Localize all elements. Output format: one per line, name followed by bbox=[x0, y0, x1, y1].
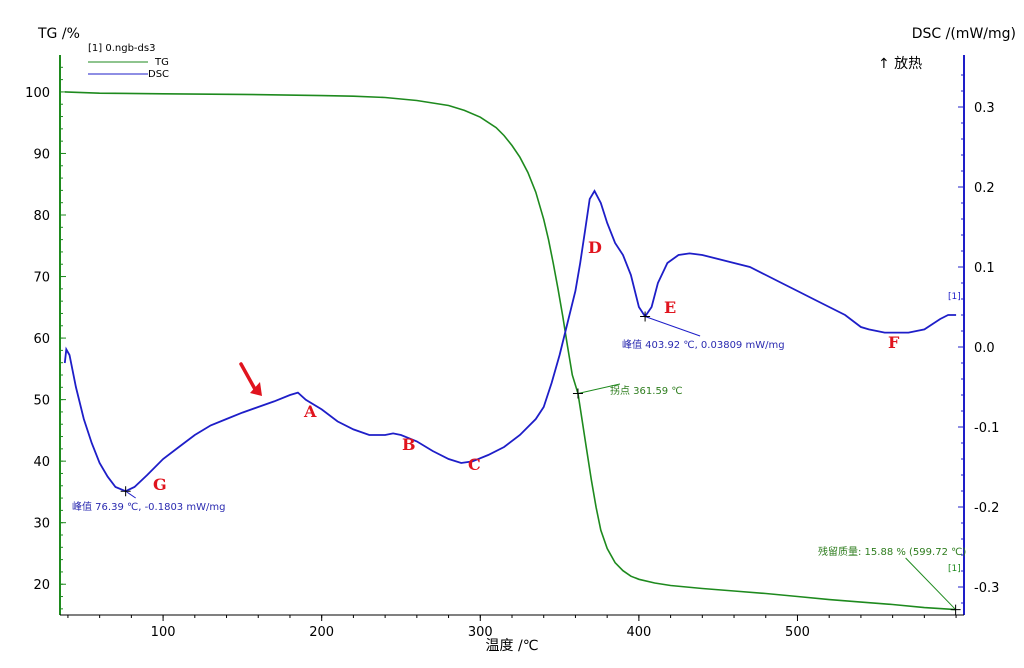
letter-e: E bbox=[664, 298, 676, 317]
x-tick-label: 200 bbox=[309, 625, 334, 640]
right-y-tick-label: -0.3 bbox=[974, 581, 999, 596]
residual-leader bbox=[905, 557, 956, 610]
right-y-tick-label: -0.2 bbox=[974, 501, 999, 516]
legend-tg-label: TG bbox=[154, 57, 169, 68]
peak-g-marker bbox=[120, 486, 131, 497]
letter-markers: A B C D E F G bbox=[153, 238, 900, 494]
residual-marker bbox=[950, 604, 961, 615]
tg-series-line bbox=[64, 91, 956, 611]
dsc-end-tag: [1] bbox=[948, 292, 961, 302]
left-y-ticks: 100 90 80 70 60 50 40 30 20 bbox=[25, 86, 50, 593]
left-y-tick-label: 20 bbox=[33, 578, 50, 593]
letter-c: C bbox=[468, 455, 481, 474]
peak-e-annotation: 峰值 403.92 ℃, 0.03809 mW/mg bbox=[622, 338, 785, 351]
dsc-series-line bbox=[63, 189, 957, 493]
letter-f: F bbox=[888, 333, 900, 352]
left-y-tick-label: 30 bbox=[33, 517, 50, 532]
right-y-tick-label: 0.3 bbox=[974, 101, 995, 116]
left-y-tick-label: 80 bbox=[33, 209, 50, 224]
left-y-tick-label: 70 bbox=[33, 271, 50, 286]
right-y-tick-label: 0.1 bbox=[974, 261, 995, 276]
peak-g-leader bbox=[125, 490, 136, 499]
right-y-ticks: 0.3 0.2 0.1 0.0 -0.1 -0.2 -0.3 bbox=[974, 101, 999, 596]
axes bbox=[59, 55, 965, 616]
right-y-tick-label: -0.1 bbox=[974, 421, 999, 436]
legend-file: [1] 0.ngb-ds3 bbox=[88, 43, 155, 54]
letter-b: B bbox=[402, 435, 416, 454]
red-arrow-icon bbox=[239, 362, 262, 396]
residual-annotation: 残留质量: 15.88 % (599.72 ℃) bbox=[818, 545, 966, 558]
x-tick-label: 500 bbox=[785, 625, 810, 640]
right-axis-title: DSC /(mW/mg) bbox=[912, 26, 1016, 42]
x-tick-label: 100 bbox=[151, 625, 176, 640]
legend-dsc-label: DSC bbox=[148, 69, 169, 80]
left-axis-title: TG /% bbox=[37, 26, 80, 42]
letter-g: G bbox=[153, 475, 167, 494]
x-axis-title: 温度 /℃ bbox=[486, 638, 539, 654]
x-tick-label: 400 bbox=[626, 625, 651, 640]
inflection-leader bbox=[577, 383, 621, 394]
letter-d: D bbox=[588, 238, 602, 257]
x-tick-label: 300 bbox=[468, 625, 493, 640]
tg-end-tag: [1] bbox=[948, 564, 961, 574]
exo-label: ↑ 放热 bbox=[878, 56, 922, 72]
letter-a: A bbox=[303, 402, 317, 421]
peak-g-annotation: 峰值 76.39 ℃, -0.1803 mW/mg bbox=[72, 500, 225, 513]
left-y-tick-label: 90 bbox=[33, 147, 50, 162]
legend: [1] 0.ngb-ds3 TG DSC bbox=[88, 43, 169, 80]
left-y-tick-label: 40 bbox=[33, 455, 50, 470]
left-y-tick-label: 60 bbox=[33, 332, 50, 347]
inflection-marker bbox=[572, 388, 583, 399]
left-y-tick-label: 100 bbox=[25, 86, 50, 101]
inflection-annotation: 拐点 361.59 ℃ bbox=[610, 384, 683, 397]
left-y-tick-label: 50 bbox=[33, 394, 50, 409]
right-y-tick-label: 0.0 bbox=[974, 341, 995, 356]
right-y-tick-label: 0.2 bbox=[974, 181, 995, 196]
annotation-leaders bbox=[120, 311, 961, 615]
peak-e-leader bbox=[644, 316, 701, 337]
peak-e-marker bbox=[640, 311, 651, 322]
x-ticks: 100 200 300 400 500 bbox=[151, 625, 810, 640]
